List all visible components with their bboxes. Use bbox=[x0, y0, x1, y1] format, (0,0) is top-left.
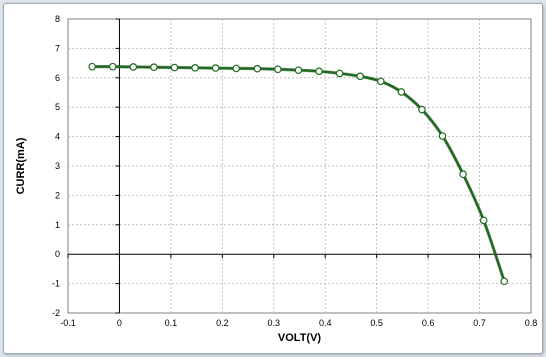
data-point bbox=[438, 132, 447, 140]
data-point bbox=[500, 277, 509, 286]
data-point bbox=[356, 72, 365, 81]
data-point bbox=[335, 69, 344, 78]
y-tick-label: 7 bbox=[55, 43, 60, 53]
data-point bbox=[479, 216, 488, 225]
y-tick-label: 0 bbox=[55, 249, 60, 259]
data-point bbox=[459, 170, 467, 179]
y-tick-label: 1 bbox=[55, 220, 60, 230]
x-tick-label: 0.4 bbox=[319, 318, 332, 328]
x-tick-label: 0.7 bbox=[473, 318, 486, 328]
chart-frame: -0.1 0 0.1 0.2 0.3 0.4 0.5 0.6 0.7 0.8 -2 -1 0 1 2 3 4 5 6… bbox=[3, 3, 543, 354]
y-tick-label: 5 bbox=[55, 102, 60, 112]
data-point bbox=[376, 77, 385, 86]
series-layer bbox=[88, 62, 509, 286]
data-point bbox=[211, 64, 220, 72]
x-tick-label: 0 bbox=[117, 318, 122, 328]
data-point bbox=[315, 67, 323, 76]
data-point bbox=[253, 64, 262, 73]
y-axis-title: CURR(mA) bbox=[15, 137, 27, 194]
data-point bbox=[191, 64, 199, 72]
y-tick-label: 4 bbox=[55, 132, 60, 142]
data-point bbox=[397, 88, 406, 96]
line-chart: -0.1 0 0.1 0.2 0.3 0.4 0.5 0.6 0.7 0.8 -2 -1 0 1 2 3 4 5 6… bbox=[15, 14, 537, 344]
y-tick-label: 2 bbox=[55, 190, 60, 200]
y-tick-label: 6 bbox=[55, 73, 60, 83]
x-tick-label: 0.1 bbox=[165, 318, 178, 328]
y-tick-label: 8 bbox=[55, 14, 60, 24]
data-point bbox=[129, 63, 138, 71]
data-point bbox=[150, 63, 158, 72]
x-tick-label: 0.3 bbox=[268, 318, 281, 328]
x-axis-title: VOLT(V) bbox=[278, 332, 322, 344]
x-tick-label: 0.2 bbox=[216, 318, 229, 328]
data-point bbox=[88, 62, 96, 71]
y-tick-label: -1 bbox=[52, 279, 60, 289]
data-point bbox=[232, 64, 241, 73]
data-point bbox=[170, 63, 179, 72]
data-point bbox=[274, 65, 282, 74]
x-tick-label: 0.8 bbox=[525, 318, 538, 328]
x-tick-label: -0.1 bbox=[60, 318, 76, 328]
x-tick-label: 0.5 bbox=[370, 318, 383, 328]
data-point bbox=[108, 62, 117, 71]
x-tick-label: 0.6 bbox=[422, 318, 435, 328]
data-point bbox=[418, 105, 426, 114]
tick-labels: -0.1 0 0.1 0.2 0.3 0.4 0.5 0.6 0.7 0.8 -2 -1 0 1 2 3 4 5 6… bbox=[52, 14, 537, 328]
data-point bbox=[294, 66, 303, 74]
y-tick-label: -2 bbox=[52, 308, 60, 318]
y-tick-label: 3 bbox=[55, 161, 60, 171]
